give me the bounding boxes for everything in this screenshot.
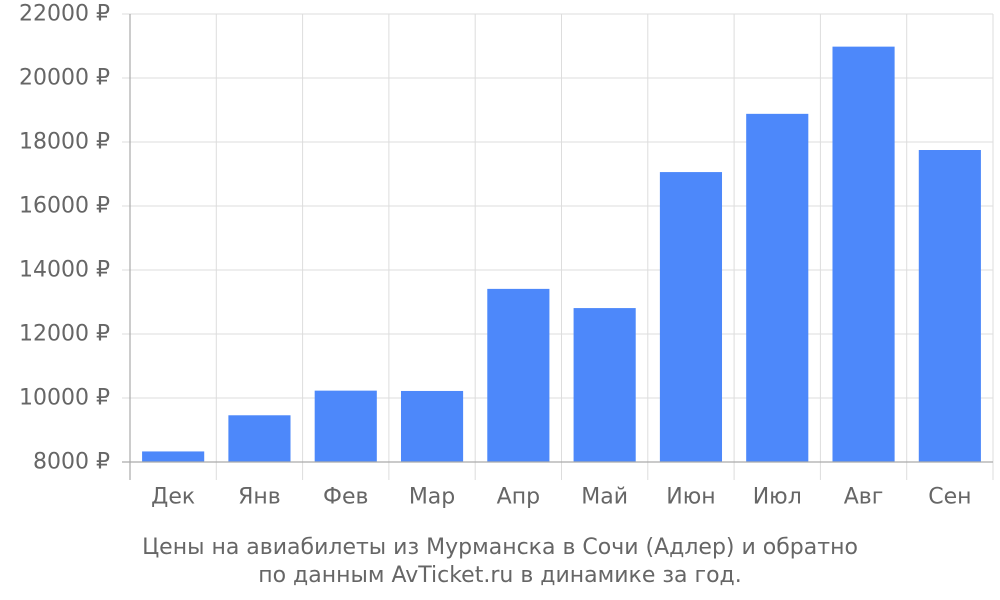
bar xyxy=(400,390,464,462)
bar xyxy=(573,308,636,462)
y-tick-label: 10000 ₽ xyxy=(19,386,110,411)
x-tick-label: Мар xyxy=(409,485,455,510)
bars xyxy=(142,46,981,462)
x-tick-label: Июл xyxy=(753,485,802,510)
y-tick-label: 20000 ₽ xyxy=(19,66,110,91)
y-tick-label: 14000 ₽ xyxy=(19,258,110,283)
bar xyxy=(746,113,809,462)
axes xyxy=(122,14,993,480)
y-tick-label: 8000 ₽ xyxy=(33,450,110,475)
caption-line-1: Цены на авиабилеты из Мурманска в Сочи (… xyxy=(142,535,858,560)
caption-line-2: по данным AvTicket.ru в динамике за год. xyxy=(258,563,742,588)
x-tick-labels: Дек Янв Фев Мар Апр Май Июн Июл Авг Сен xyxy=(151,485,971,510)
bar xyxy=(314,390,377,462)
x-tick-label: Апр xyxy=(497,485,540,510)
bar xyxy=(487,288,550,462)
x-tick-label: Фев xyxy=(323,485,368,510)
bar xyxy=(659,172,723,462)
y-tick-label: 16000 ₽ xyxy=(19,194,110,219)
y-tick-labels: 8000 ₽ 10000 ₽ 12000 ₽ 14000 ₽ 16000 ₽ 18000 … xyxy=(19,2,110,475)
x-tick-label: Май xyxy=(581,485,628,510)
x-tick-label: Дек xyxy=(151,485,195,510)
bar xyxy=(228,415,291,462)
bar xyxy=(918,150,981,462)
x-tick-label: Янв xyxy=(238,485,281,510)
y-tick-label: 18000 ₽ xyxy=(19,130,110,155)
x-tick-label: Авг xyxy=(844,485,884,510)
grid-lines xyxy=(122,13,994,480)
bar xyxy=(142,451,205,462)
bar xyxy=(832,46,895,462)
x-tick-label: Июн xyxy=(666,485,715,510)
y-tick-label: 22000 ₽ xyxy=(19,2,110,27)
x-tick-label: Сен xyxy=(928,485,971,510)
y-tick-label: 12000 ₽ xyxy=(19,322,110,347)
